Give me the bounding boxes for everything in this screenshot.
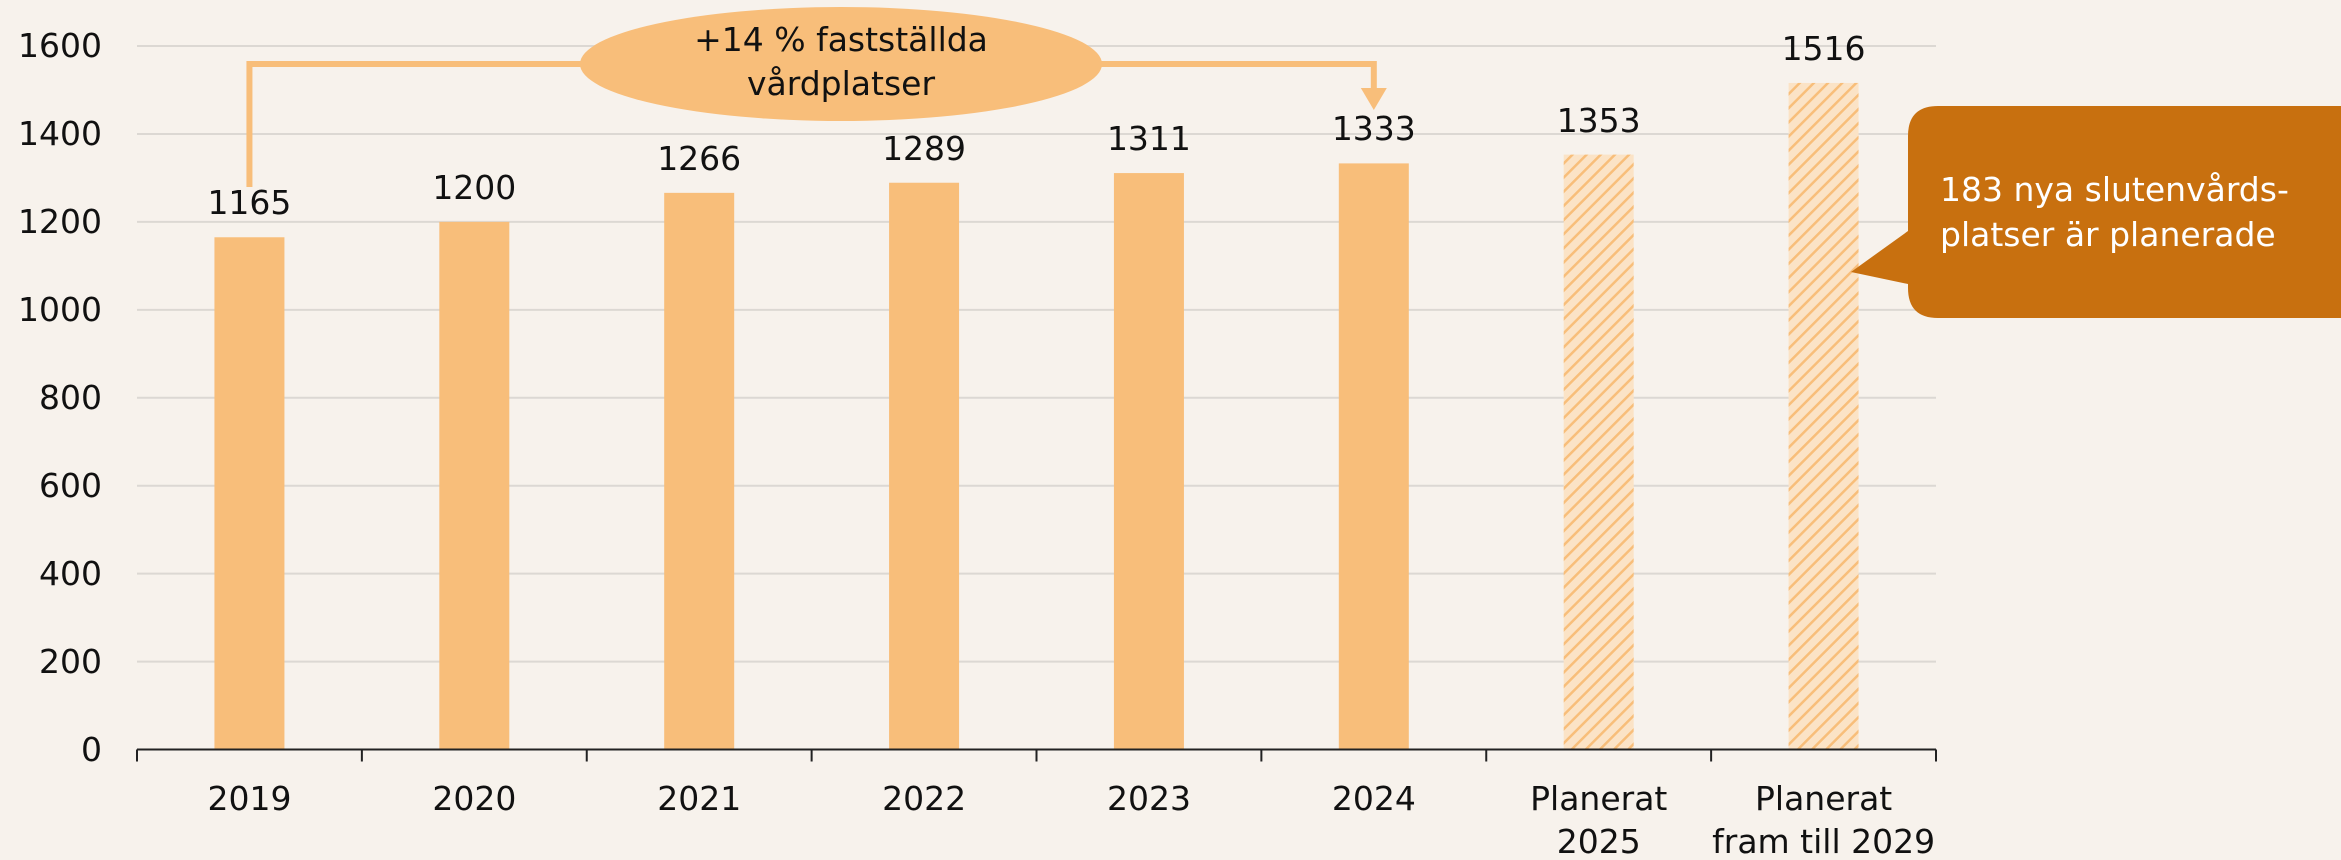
bar [1113,173,1184,750]
y-tick-label: 1600 [18,26,102,65]
arrow-head [1360,88,1387,110]
bar [214,237,285,750]
bar [664,192,735,750]
x-tick-label: 2023 [1107,779,1191,818]
y-tick-label: 200 [39,641,102,681]
x-tick-label: 2024 [1331,779,1416,818]
value-label: 1165 [207,183,292,223]
y-tick-label: 800 [39,377,102,417]
annotation-bubble [580,7,1102,121]
planned-annotation: 183 nya slutenvårds-platser är planerade [1940,170,2289,254]
bar [1563,154,1634,750]
callout [1851,106,2341,318]
x-tick-label: 2021 [657,779,742,818]
x-tick-label: 2019 [207,779,292,818]
bar [439,221,510,750]
x-tick-label: Planerat 2025 [1530,779,1668,860]
y-tick-label: 1000 [18,289,102,329]
x-tick-label: 2020 [432,779,517,818]
x-tick-label: Planerat fram till 2029 [1712,779,1936,860]
value-label: 1516 [1781,28,1866,68]
value-label: 1311 [1106,119,1191,159]
y-tick-label: 600 [39,465,102,505]
value-label: 1200 [432,167,517,207]
growth-annotation: +14 % fastställda vårdplatser [694,20,988,103]
y-tick-label: 400 [39,553,102,593]
value-label: 1353 [1556,100,1641,140]
bar [889,182,960,750]
y-tick-label: 1200 [18,201,102,241]
value-label: 1266 [657,138,742,178]
x-tick-label: 2022 [882,779,967,818]
value-label: 1289 [882,128,967,168]
y-tick-label: 0 [81,729,102,769]
bar [1788,82,1859,750]
y-tick-label: 1400 [18,113,102,153]
bar [1338,163,1409,750]
value-label: 1333 [1331,109,1416,149]
